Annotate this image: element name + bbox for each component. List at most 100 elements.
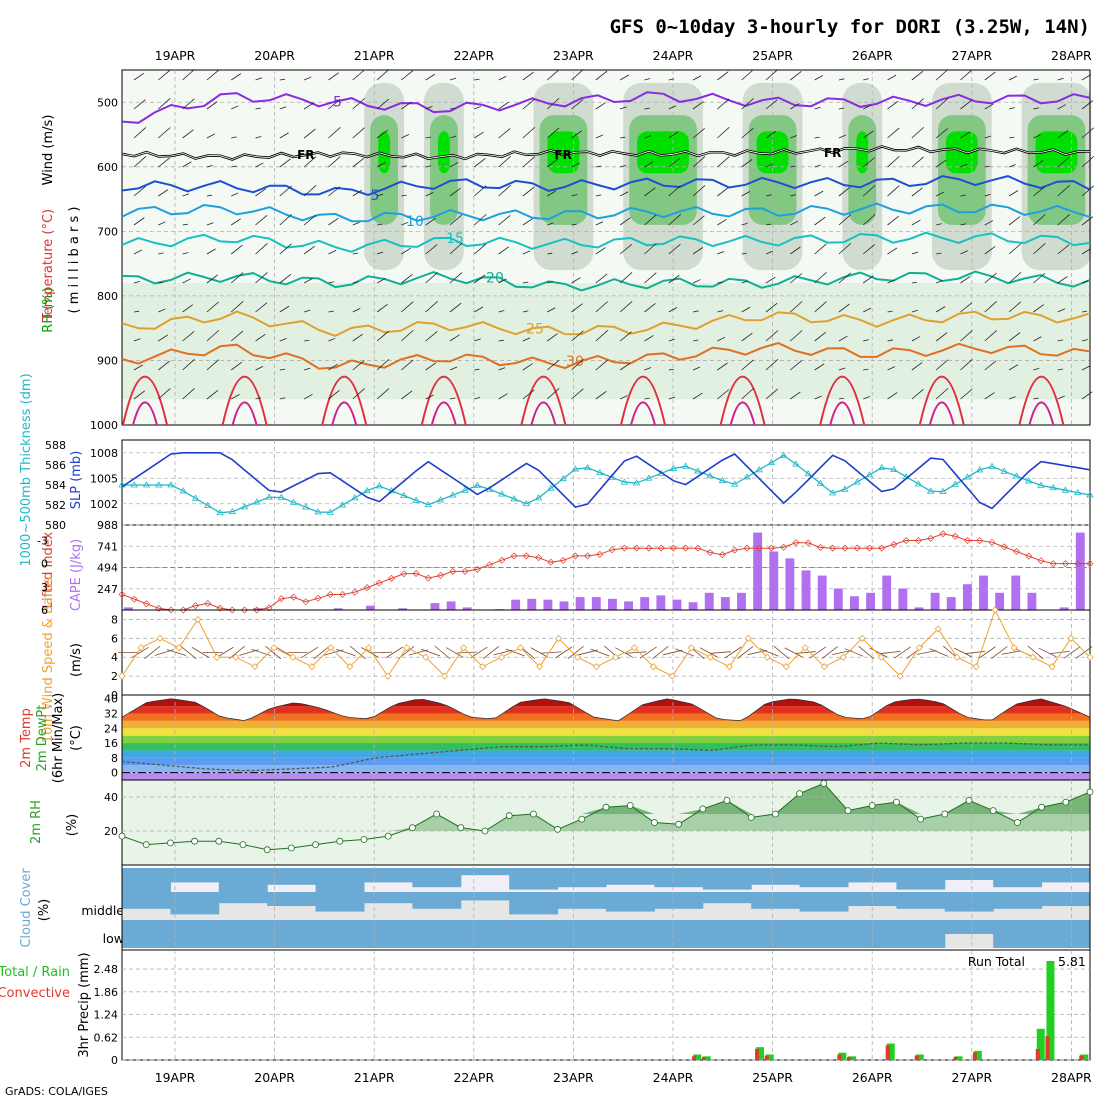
wind-tick: 2 xyxy=(111,670,118,683)
temp-contour-40 xyxy=(829,401,856,426)
cloud-bar-low xyxy=(557,920,607,948)
thickness-point xyxy=(240,503,249,510)
upper-wind-barb xyxy=(522,156,536,168)
upper-wind-barb xyxy=(255,107,261,110)
upper-wind-barb xyxy=(741,387,754,400)
upper-wind-barb xyxy=(352,221,360,226)
upper-wind-barb xyxy=(935,306,946,313)
cape-bar xyxy=(543,599,553,610)
wind10m-speed-point xyxy=(725,663,733,671)
rh2m-point xyxy=(336,837,344,845)
temp-contour-40 xyxy=(729,401,756,426)
lifted-index-point xyxy=(290,593,298,601)
upper-wind-barb xyxy=(255,162,264,168)
upper-wind-barb xyxy=(960,330,973,342)
lifted-index-point xyxy=(939,530,947,538)
lifted-index-point xyxy=(314,594,322,602)
thickness-point xyxy=(191,494,200,501)
temp-contour-35 xyxy=(719,375,766,426)
upper-wind-barb xyxy=(960,163,968,168)
lifted-index-point xyxy=(1025,552,1033,560)
upper-wind-barb xyxy=(644,107,650,110)
upper-wind-barb xyxy=(620,136,626,139)
upper-wind-barb xyxy=(546,69,560,81)
thickness-point xyxy=(167,481,175,488)
temp-contour-20 xyxy=(121,270,1091,292)
upper-wind-barb xyxy=(522,186,535,197)
upper-wind-barb xyxy=(328,250,337,255)
upper-wind-barb xyxy=(668,78,675,81)
day-label-bottom: 21APR xyxy=(354,1070,395,1085)
cloud-bar-low xyxy=(218,920,268,948)
rh2m-point xyxy=(723,797,731,804)
upper-wind-barb xyxy=(498,393,508,400)
mb-tick: 700 xyxy=(97,225,118,238)
upper-wind-barb xyxy=(158,252,164,255)
wind10m-barb xyxy=(710,651,731,654)
upper-wind-barb xyxy=(1033,160,1044,168)
lifted-index-point xyxy=(130,595,138,603)
wind10m-barb xyxy=(144,645,161,660)
temp-contour-40 xyxy=(1028,401,1055,426)
upper-wind-barb xyxy=(960,250,968,255)
cape-bar xyxy=(769,551,779,610)
wind10m-barb xyxy=(652,646,669,659)
precip-convective-bar xyxy=(1079,1055,1084,1060)
cloud-bar-middle xyxy=(218,892,268,904)
thick-tick: 580 xyxy=(45,519,66,532)
wind10m-speed-point xyxy=(877,653,885,661)
cloud-bar-high xyxy=(218,868,268,892)
day-labels: 19APR 19APR 20APR 20APR 21APR 21APR 22APR 22APR… xyxy=(155,48,1092,1085)
upper-wind-barb xyxy=(595,165,602,168)
cloud-bar-low xyxy=(1041,920,1091,948)
upper-wind-barb xyxy=(376,358,390,371)
wind-ylabel: Wind (m/s) xyxy=(41,115,56,186)
upper-wind-barb xyxy=(449,187,461,197)
upper-wind-barb xyxy=(255,136,262,139)
upper-wind-barb xyxy=(231,394,240,400)
mb-tick: 600 xyxy=(97,161,118,174)
upper-wind-barb xyxy=(401,390,413,400)
upper-wind-barb xyxy=(352,333,363,342)
upper-wind-barb xyxy=(158,334,169,342)
wind10m-speed-point xyxy=(441,672,449,680)
upper-wind-barb xyxy=(401,301,414,313)
upper-wind-barb xyxy=(474,78,480,81)
upper-wind-barb xyxy=(668,105,677,110)
cloud-bar-low xyxy=(944,920,994,934)
thickness-point xyxy=(436,496,445,503)
lifted-index-point xyxy=(743,544,751,552)
temp-contour-35 xyxy=(1018,375,1065,426)
upper-wind-barb xyxy=(1009,136,1015,139)
upper-wind-barb xyxy=(595,221,604,226)
upper-wind-barb xyxy=(668,157,681,168)
upper-wind-barb xyxy=(352,158,365,168)
upper-wind-barb xyxy=(425,331,438,342)
upper-wind-barb xyxy=(911,126,925,139)
upper-wind-barb xyxy=(158,360,170,371)
upper-wind-barb xyxy=(741,69,754,81)
upper-wind-barb xyxy=(1057,308,1066,313)
day-label-top: 23APR xyxy=(553,48,594,63)
thickness-point xyxy=(1061,486,1070,493)
temp-contour-5 xyxy=(121,175,1091,196)
rh2m-point xyxy=(239,841,247,848)
upper-wind-barb xyxy=(620,164,627,168)
lifted-index-point xyxy=(963,536,971,544)
upper-wind-barb xyxy=(498,339,504,342)
rh2m-point xyxy=(166,839,174,847)
lifted-index-point xyxy=(853,544,861,552)
wind10m-barb xyxy=(505,648,525,657)
upper-wind-barb xyxy=(303,278,313,284)
upper-wind-barb xyxy=(206,274,218,284)
upper-wind-barb xyxy=(449,135,457,139)
wind10m-barb xyxy=(180,645,197,660)
upper-wind-barb xyxy=(182,278,191,284)
lifted-index-point xyxy=(179,606,187,614)
wind10m-speed-point xyxy=(289,653,297,661)
precip-total-bar xyxy=(1046,961,1055,1060)
thickness-point xyxy=(877,463,886,471)
upper-wind-barb xyxy=(546,359,560,371)
upper-wind-barb xyxy=(303,393,313,400)
